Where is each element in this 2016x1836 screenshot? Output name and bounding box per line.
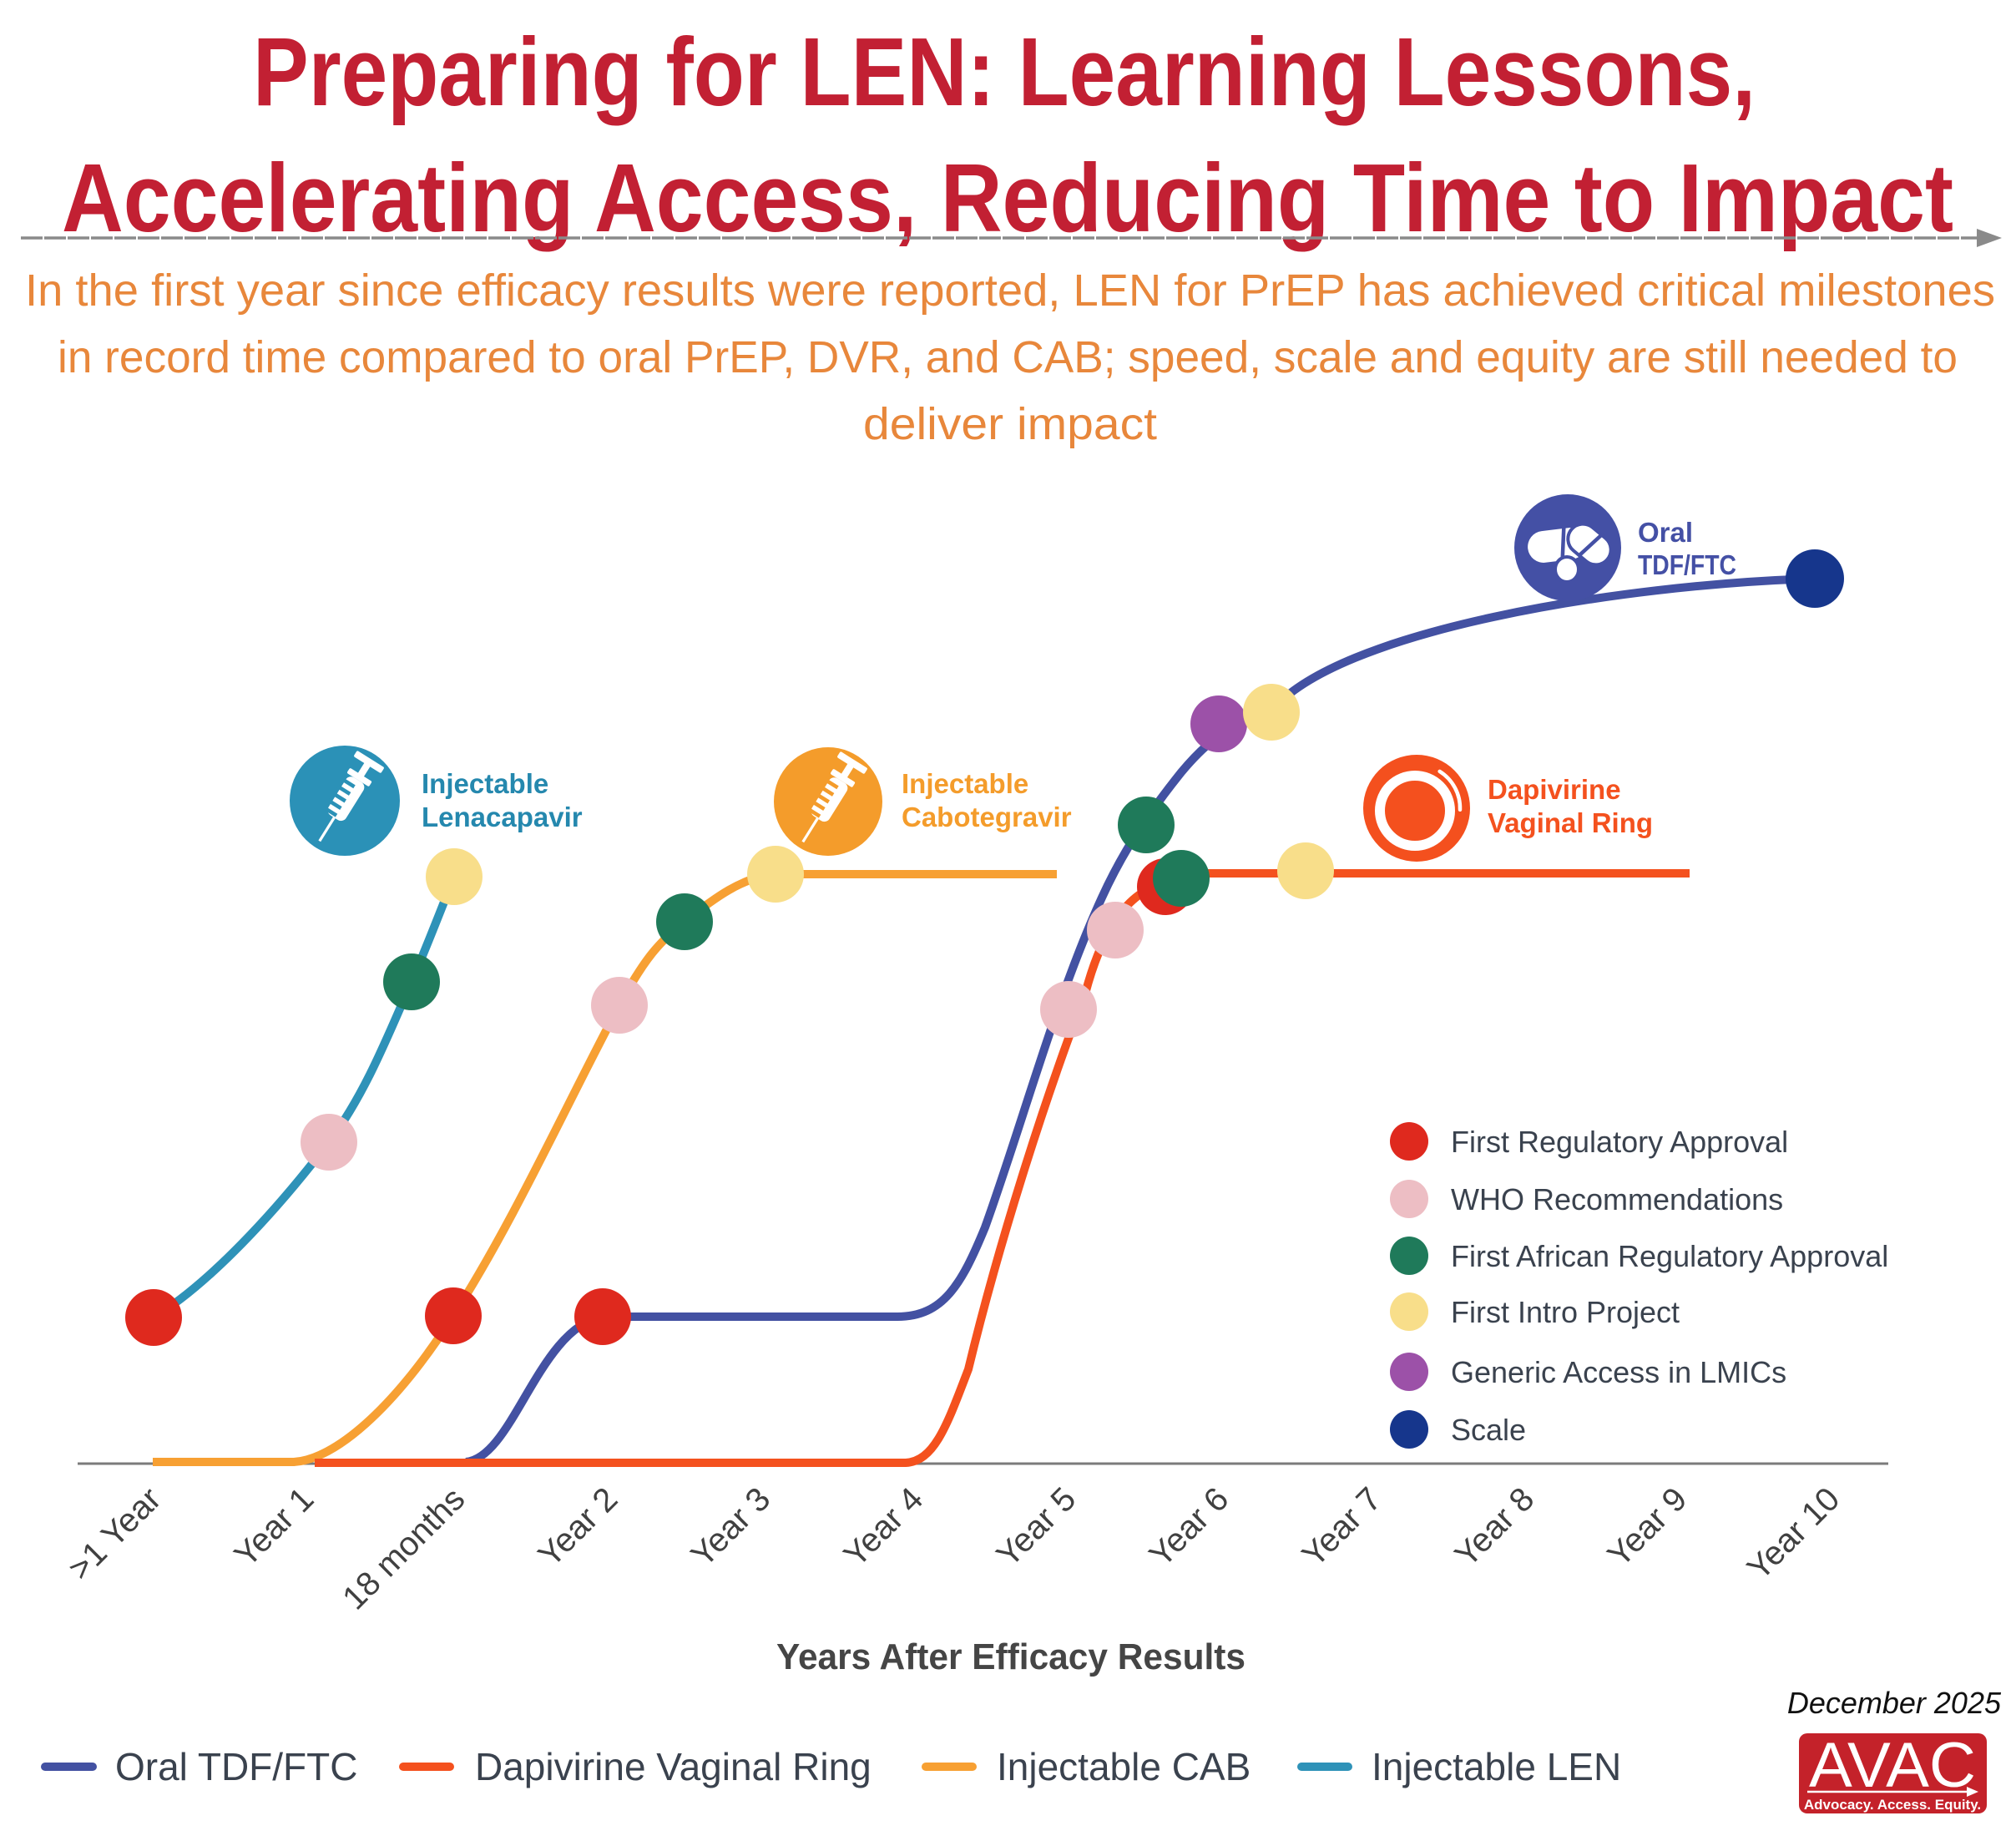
svg-text:Cabotegravir: Cabotegravir <box>902 802 1072 832</box>
svg-text:Injectable: Injectable <box>422 768 548 799</box>
svg-text:December 2025: December 2025 <box>1787 1686 2002 1720</box>
svg-text:deliver impact: deliver impact <box>863 399 1157 449</box>
svg-text:Injectable: Injectable <box>902 768 1028 799</box>
svg-text:TDF/FTC: TDF/FTC <box>1638 549 1736 580</box>
svg-text:First African Regulatory Appro: First African Regulatory Approval <box>1451 1239 1888 1273</box>
svg-text:Injectable CAB: Injectable CAB <box>997 1745 1251 1788</box>
svg-text:Injectable LEN: Injectable LEN <box>1372 1745 1621 1788</box>
svg-text:in record time compared to ora: in record time compared to oral PrEP, DV… <box>58 332 1958 382</box>
svg-text:Dapivirine Vaginal Ring: Dapivirine Vaginal Ring <box>475 1745 872 1788</box>
svg-text:Years After Efficacy Results: Years After Efficacy Results <box>776 1636 1245 1677</box>
svg-text:Lenacapavir: Lenacapavir <box>422 802 583 832</box>
svg-text:Accelerating Access, Reducing: Accelerating Access, Reducing Time to Im… <box>62 144 1953 252</box>
svg-text:Oral: Oral <box>1638 517 1693 548</box>
svg-text:Vaginal Ring: Vaginal Ring <box>1488 807 1653 838</box>
svg-text:AVAC: AVAC <box>1809 1730 1976 1801</box>
svg-text:First Intro Project: First Intro Project <box>1451 1295 1680 1329</box>
svg-text:WHO Recommendations: WHO Recommendations <box>1451 1182 1783 1216</box>
svg-text:Oral TDF/FTC: Oral TDF/FTC <box>115 1745 357 1788</box>
svg-text:Generic Access in LMICs: Generic Access in LMICs <box>1451 1355 1786 1389</box>
svg-text:In the first year since effica: In the first year since efficacy results… <box>25 266 1995 316</box>
svg-text:Scale: Scale <box>1451 1413 1526 1447</box>
svg-text:Dapivirine: Dapivirine <box>1488 774 1621 805</box>
svg-text:Preparing for LEN: Learning Le: Preparing for LEN: Learning Lessons, <box>253 18 1756 126</box>
svg-text:First Regulatory Approval: First Regulatory Approval <box>1451 1125 1788 1159</box>
svg-text:Advocacy. Access. Equity.: Advocacy. Access. Equity. <box>1804 1797 1981 1813</box>
